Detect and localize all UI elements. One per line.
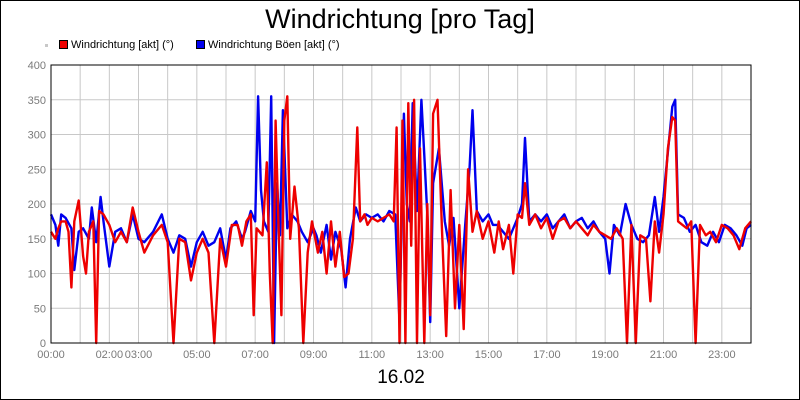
legend-toggle-dot[interactable]: [45, 44, 48, 47]
x-axis-caption: 16.02: [377, 367, 425, 388]
x-tick-label: 23:00: [708, 349, 736, 361]
x-tick-label: 11:00: [358, 349, 385, 361]
chart-title: Windrichtung [pro Tag]: [265, 4, 535, 34]
y-tick-label: 150: [28, 234, 46, 246]
x-tick-label: 21:00: [650, 349, 678, 361]
legend-swatch-blue: [196, 39, 205, 49]
legend-item-wind-direction[interactable]: Windrichtung [akt] (°): [59, 39, 174, 52]
y-tick-label: 100: [28, 269, 46, 281]
x-tick-label: 19:00: [591, 349, 619, 361]
x-tick-label: 13:00: [416, 349, 444, 361]
legend-label-wind-direction: Windrichtung [akt] (°): [71, 39, 174, 51]
plot-border: [50, 64, 752, 344]
x-tick-label: 02:00: [96, 349, 124, 361]
x-tick-label: 00:00: [37, 349, 65, 361]
legend-label-gust-direction: Windrichtung Böen [akt] (°): [208, 39, 340, 51]
legend-item-gust-direction[interactable]: Windrichtung Böen [akt] (°): [196, 39, 340, 52]
x-tick-label: 03:00: [125, 349, 153, 361]
x-tick-label: 15:00: [475, 349, 503, 361]
series-line-wind-direction: [49, 95, 752, 345]
y-tick-label: 350: [28, 95, 46, 107]
x-tick-label: 07:00: [241, 349, 269, 361]
y-tick-label: 50: [34, 303, 46, 315]
x-tick-label: 09:00: [300, 349, 328, 361]
y-tick-label: 200: [28, 199, 46, 211]
x-tick-label: 17:00: [533, 349, 561, 361]
legend-swatch-red: [59, 39, 68, 49]
x-tick-label: 05:00: [183, 349, 211, 361]
y-tick-label: 0: [40, 338, 46, 350]
y-tick-label: 300: [28, 130, 46, 142]
y-tick-label: 250: [28, 164, 46, 176]
y-tick-label: 400: [28, 60, 46, 72]
